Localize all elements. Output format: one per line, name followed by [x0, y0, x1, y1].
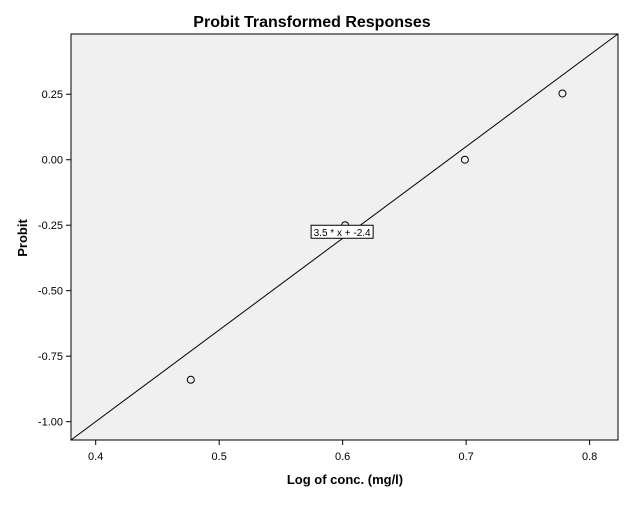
y-axis: 0.25 0.00 -0.25 -0.50 -0.75 -1.00 — [38, 89, 71, 429]
x-axis: 0.4 0.5 0.6 0.7 0.8 — [88, 440, 597, 463]
y-tick-label: -0.75 — [38, 351, 63, 363]
y-axis-label: Probit — [15, 219, 30, 257]
fit-line-label-box — [310, 224, 374, 239]
chart-title: Probit Transformed Responses — [193, 14, 430, 31]
x-tick-label: 0.5 — [212, 451, 227, 463]
fit-line-label-text: 3.5 * x + -2.4 — [314, 228, 371, 239]
x-tick-label: 0.7 — [458, 451, 473, 463]
x-tick-label: 0.4 — [88, 451, 103, 463]
y-tick-label: 0.25 — [42, 89, 63, 101]
data-point — [558, 89, 567, 98]
data-point — [460, 155, 469, 164]
x-tick-label: 0.8 — [582, 451, 597, 463]
fit-line-label: 3.5 * x + -2.4 — [310, 224, 374, 239]
x-axis-label: Log of conc. (mg/l) — [287, 472, 403, 487]
y-tick-label: -1.00 — [38, 417, 63, 429]
y-tick-label: 0.00 — [42, 155, 63, 167]
y-tick-label: -0.50 — [38, 286, 63, 298]
data-point — [186, 375, 195, 384]
y-tick-label: -0.25 — [38, 220, 63, 232]
x-tick-label: 0.6 — [335, 451, 350, 463]
